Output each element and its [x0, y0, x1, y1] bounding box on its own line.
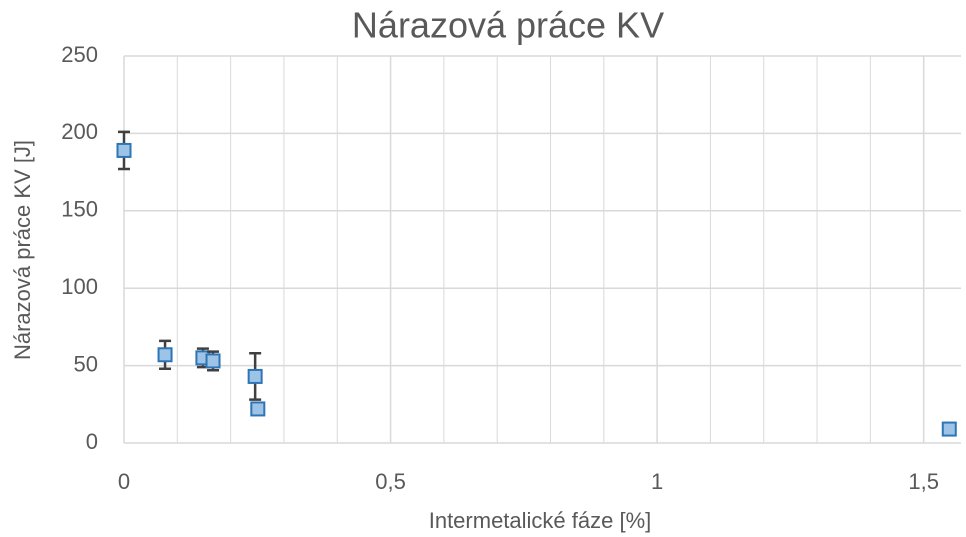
- y-tick-label: 50: [74, 351, 98, 376]
- marker: [250, 401, 266, 417]
- y-tick-label: 200: [61, 119, 98, 144]
- y-tick-label: 150: [61, 197, 98, 222]
- x-axis-label: Intermetalické fáze [%]: [429, 508, 652, 533]
- y-axis-label: Nárazová práce KV [J]: [10, 140, 35, 360]
- marker: [157, 347, 173, 363]
- chart-title: Nárazová práce KV: [352, 5, 664, 46]
- y-tick-label: 250: [61, 42, 98, 67]
- marker: [116, 142, 132, 158]
- marker: [941, 421, 957, 437]
- y-tick-label: 0: [86, 429, 98, 454]
- x-tick-label: 0: [118, 469, 130, 494]
- y-tick-label: 100: [61, 274, 98, 299]
- x-tick-label: 1: [651, 469, 663, 494]
- marker: [205, 353, 221, 369]
- marker: [247, 368, 263, 384]
- x-tick-label: 1,5: [908, 469, 939, 494]
- x-tick-label: 0,5: [375, 469, 406, 494]
